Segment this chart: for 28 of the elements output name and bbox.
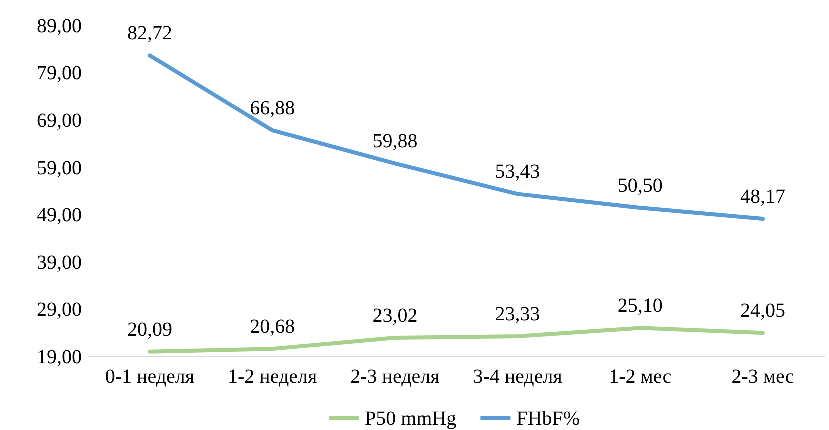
data-label: 53,43: [495, 161, 540, 184]
data-label: 50,50: [618, 175, 663, 198]
data-label: 25,10: [618, 295, 663, 318]
data-label: 20,09: [128, 318, 172, 341]
y-tick-label: 79,00: [37, 62, 82, 85]
data-label: 23,02: [372, 304, 418, 327]
x-tick-label: 3-4 неделя: [473, 366, 562, 388]
data-label: 66,88: [250, 98, 296, 120]
data-label: 59,88: [372, 130, 418, 153]
y-tick-label: 19,00: [37, 346, 82, 368]
y-tick-label: 69,00: [37, 110, 82, 132]
data-label: 20,68: [250, 316, 296, 338]
data-label: 23,33: [495, 304, 540, 326]
x-tick-label: 2-3 неделя: [350, 366, 440, 388]
data-label: 24,05: [740, 300, 786, 322]
x-tick-label: 0-1 неделя: [105, 366, 195, 388]
y-tick-label: 59,00: [37, 157, 82, 180]
y-tick-label: 39,00: [37, 252, 82, 274]
data-label: 82,72: [128, 22, 172, 45]
x-tick-label: 2-3 мес: [732, 366, 794, 388]
y-tick-label: 49,00: [37, 204, 82, 227]
y-tick-label: 89,00: [37, 15, 82, 38]
legend-label: P50 mmHg: [364, 408, 457, 430]
data-label: 48,17: [740, 186, 786, 208]
y-tick-label: 29,00: [37, 299, 82, 322]
x-tick-label: 1-2 мес: [609, 366, 672, 388]
x-tick-label: 1-2 неделя: [228, 366, 318, 388]
legend-label: FHbF%: [516, 408, 580, 430]
